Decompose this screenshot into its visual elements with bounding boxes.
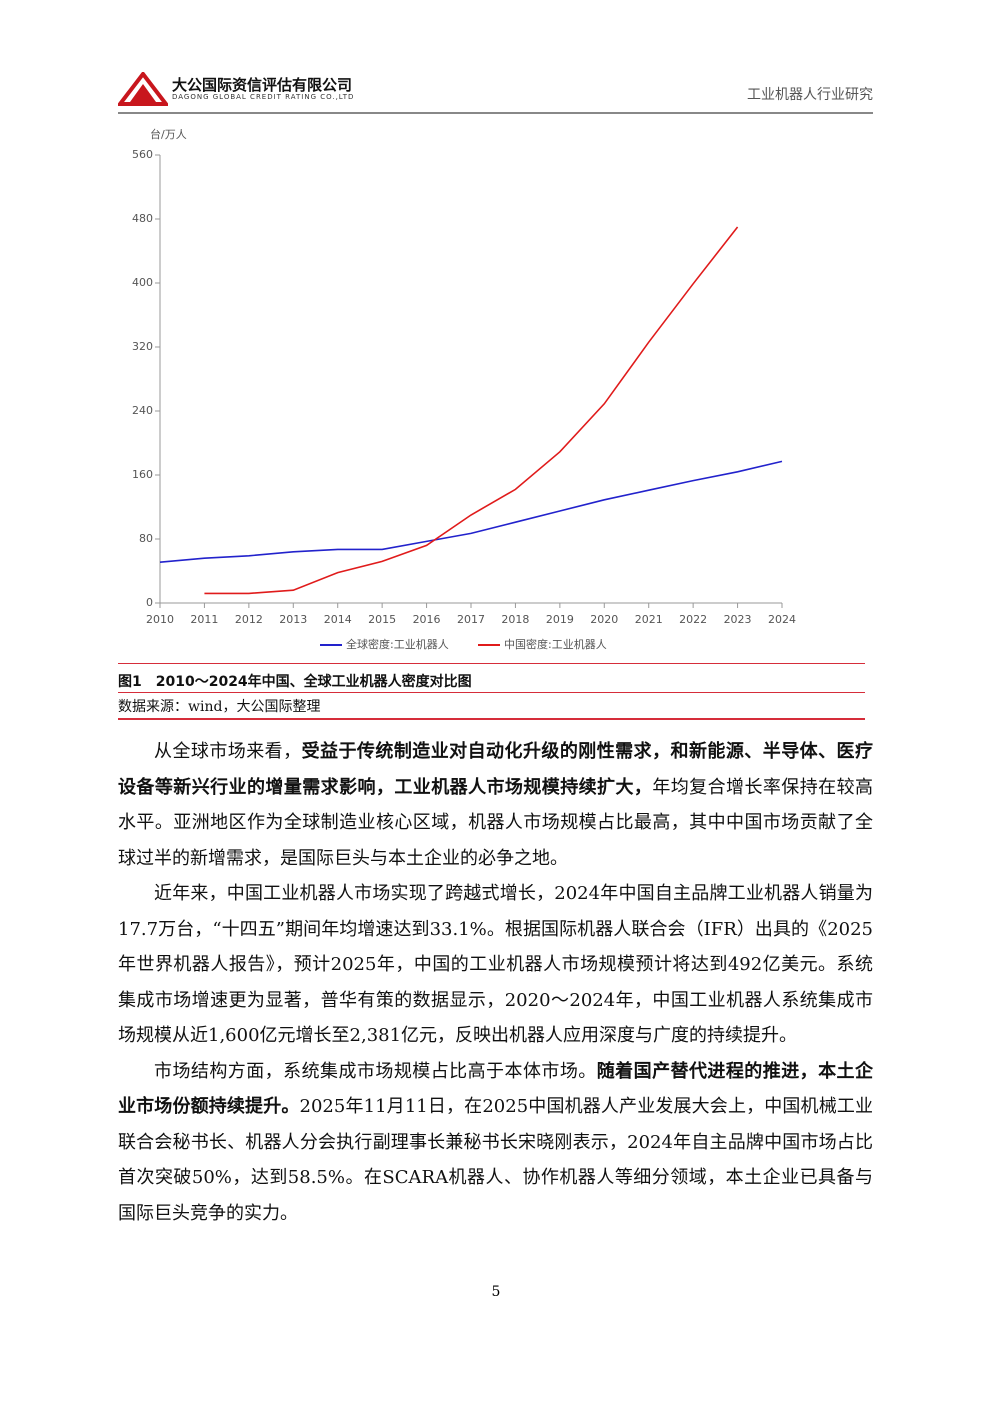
x-tick-label: 2010 [146,613,174,626]
y-tick-label: 80 [139,532,153,545]
y-tick-label: 560 [132,148,153,161]
x-tick-label: 2022 [679,613,707,626]
x-tick-label: 2016 [413,613,441,626]
paragraph: 从全球市场来看，受益于传统制造业对自动化升级的刚性需求，和新能源、半导体、医疗设… [118,734,873,876]
x-tick-label: 2012 [235,613,263,626]
y-tick-label: 160 [132,468,153,481]
y-tick-label: 0 [146,596,153,609]
header-rule [118,112,873,114]
x-tick-label: 2011 [190,613,218,626]
x-tick-label: 2023 [724,613,752,626]
x-tick-label: 2014 [324,613,352,626]
y-tick-label: 480 [132,212,153,225]
bold-run: 受益于传统制造业对自动化升级的刚性需求，和新能源、半导体、医疗设备等新兴行业的增… [118,741,873,798]
body-text: 从全球市场来看，受益于传统制造业对自动化升级的刚性需求，和新能源、半导体、医疗设… [118,734,873,1231]
x-tick-label: 2019 [546,613,574,626]
x-tick-label: 2018 [501,613,529,626]
text-run: 从全球市场来看， [154,741,302,762]
series-line [159,460,783,563]
x-tick-label: 2020 [590,613,618,626]
y-tick-label: 400 [132,276,153,289]
paragraph: 近年来，中国工业机器人市场实现了跨越式增长，2024年中国自主品牌工业机器人销量… [118,876,873,1054]
text-run: 2025年11月11日，在2025中国机器人产业发展大会上，中国机械工业联合会秘… [118,1096,873,1224]
y-tick-label: 240 [132,404,153,417]
bold-run: 随着国产替代进程的推进，本土企业市场份额持续提升。 [118,1060,873,1118]
report-title: 工业机器人行业研究 [747,87,873,103]
chart: 台/万人 0 80 160 240 320 400 480 560 2010 2011 2012 20… [132,127,796,651]
figure-caption: 图1 2010～2024年中国、全球工业机器人密度对比图 [118,674,472,690]
x-tick-label: 2024 [768,613,796,626]
x-tick-label: 2013 [279,613,307,626]
company-name-en: DAGONG GLOBAL CREDIT RATING CO.,LTD [172,93,355,101]
x-tick-label: 2021 [635,613,663,626]
series-line [204,226,739,595]
caption-rule [118,692,865,693]
caption-rule [118,663,865,664]
text-run: 年均复合增长率保持在较高水平。亚洲地区作为全球制造业核心区域，机器人市场规模占比… [118,776,874,869]
y-axis-label: 台/万人 [150,127,187,141]
legend-label: 全球密度:工业机器人 [346,637,449,651]
text-run: 近年来，中国工业机器人市场实现了跨越式增长，2024年中国自主品牌工业机器人销量… [118,883,873,1046]
source-note: 数据来源：wind，大公国际整理 [118,699,321,715]
text-run: 市场结构方面，系统集成市场规模占比高于本体市场。 [154,1060,597,1082]
company-name: 大公国际资信评估有限公司 [172,76,353,94]
paragraph: 市场结构方面，系统集成市场规模占比高于本体市场。随着国产替代进程的推进，本土企业… [118,1054,873,1232]
caption-rule [118,718,865,720]
y-tick-label: 320 [132,340,153,353]
page-number: 5 [491,1284,501,1300]
logo [118,72,168,106]
x-tick-label: 2017 [457,613,485,626]
x-tick-label: 2015 [368,613,396,626]
legend-label: 中国密度:工业机器人 [504,637,607,651]
